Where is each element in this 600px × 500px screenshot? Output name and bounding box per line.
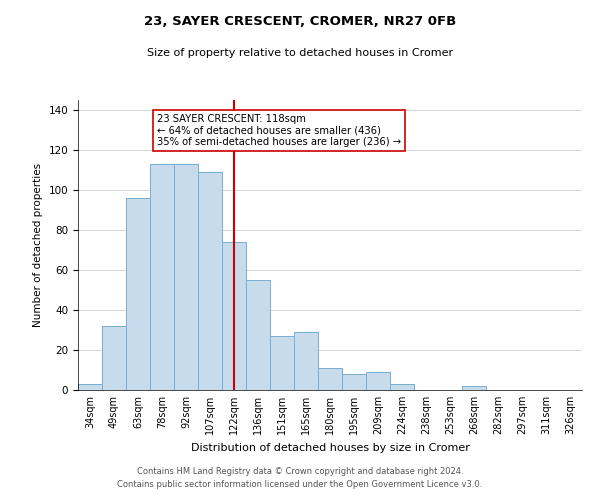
Text: Size of property relative to detached houses in Cromer: Size of property relative to detached ho… (147, 48, 453, 58)
Bar (462, 386, 486, 390)
Bar (198, 172, 222, 390)
Bar (318, 368, 342, 390)
Bar (150, 164, 174, 390)
Bar (246, 280, 270, 390)
Text: 23 SAYER CRESCENT: 118sqm
← 64% of detached houses are smaller (436)
35% of semi: 23 SAYER CRESCENT: 118sqm ← 64% of detac… (157, 114, 401, 147)
Bar (78, 384, 102, 390)
Y-axis label: Number of detached properties: Number of detached properties (33, 163, 43, 327)
Bar (270, 336, 294, 390)
Bar (294, 332, 318, 390)
Bar (342, 374, 366, 390)
Bar (390, 384, 414, 390)
Bar (126, 198, 150, 390)
Text: 23, SAYER CRESCENT, CROMER, NR27 0FB: 23, SAYER CRESCENT, CROMER, NR27 0FB (144, 15, 456, 28)
Bar (222, 242, 246, 390)
Text: Contains HM Land Registry data © Crown copyright and database right 2024.: Contains HM Land Registry data © Crown c… (137, 467, 463, 476)
X-axis label: Distribution of detached houses by size in Cromer: Distribution of detached houses by size … (191, 442, 469, 452)
Text: Contains public sector information licensed under the Open Government Licence v3: Contains public sector information licen… (118, 480, 482, 489)
Bar (174, 164, 198, 390)
Bar (366, 372, 390, 390)
Bar (102, 326, 126, 390)
